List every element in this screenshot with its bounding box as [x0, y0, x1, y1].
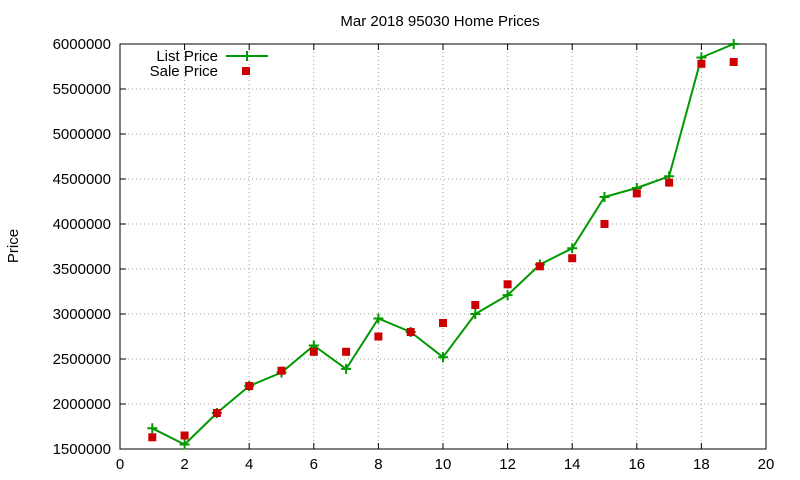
data-point-sale-price [471, 301, 480, 309]
y-tick-label: 2500000 [53, 351, 111, 368]
legend-marker-sale-price [242, 67, 250, 75]
data-point-list-price [502, 290, 513, 301]
data-point-sale-price [245, 382, 254, 390]
data-point-list-price [599, 192, 610, 202]
x-tick-label: 12 [499, 456, 516, 473]
data-point-sale-price [439, 319, 447, 327]
grid-layer [120, 44, 766, 449]
x-tick-label: 2 [180, 456, 188, 473]
data-point-sale-price [180, 431, 189, 440]
ticks-layer: 0 2 4 6 8 10 12 14 16 18 20 1500000 2000000 2500000 30… [53, 36, 775, 473]
data-point-sale-price [665, 178, 674, 187]
legend-label-list-price: List Price [156, 48, 218, 65]
y-tick-label: 6000000 [53, 36, 111, 53]
y-axis-label: Price [5, 229, 22, 263]
x-tick-label: 4 [245, 456, 253, 473]
legend-marker-list-price [242, 51, 252, 61]
y-tick-label: 4000000 [53, 216, 111, 233]
y-tick-label: 1500000 [53, 441, 111, 458]
x-tick-label: 8 [374, 456, 382, 473]
data-point-sale-price [535, 262, 544, 271]
x-tick-label: 20 [758, 456, 775, 473]
chart-title: Mar 2018 95030 Home Prices [340, 13, 539, 30]
data-point-sale-price [309, 347, 318, 356]
data-point-sale-price [148, 433, 157, 442]
data-point-sale-price [212, 409, 221, 417]
data-point-sale-price [277, 366, 286, 375]
data-point-list-price [728, 39, 739, 49]
x-tick-label: 16 [628, 456, 645, 473]
data-point-sale-price [342, 347, 351, 356]
data-point-sale-price [600, 220, 609, 228]
data-point-sale-price [503, 280, 512, 289]
x-tick-label: 0 [116, 456, 124, 473]
y-tick-label: 5500000 [53, 81, 111, 98]
data-point-list-price [470, 309, 481, 319]
legend: List Price Sale Price [150, 48, 268, 80]
x-tick-label: 6 [310, 456, 318, 473]
x-tick-label: 14 [564, 456, 581, 473]
y-tick-label: 3500000 [53, 261, 111, 278]
y-tick-label: 5000000 [53, 126, 111, 143]
data-point-list-price [147, 423, 158, 434]
data-point-sale-price [729, 58, 738, 66]
data-point-list-price [179, 439, 190, 450]
x-tick-label: 18 [693, 456, 710, 473]
data-point-list-price [438, 352, 448, 363]
data-point-sale-price [374, 332, 383, 341]
data-point-sale-price [406, 328, 415, 336]
data-point-sale-price [632, 189, 641, 198]
data-point-list-price [341, 363, 352, 374]
x-tick-label: 10 [435, 456, 452, 473]
y-tick-label: 3000000 [53, 306, 111, 323]
data-point-list-price [373, 313, 384, 324]
data-point-sale-price [568, 254, 577, 263]
data-point-list-price [567, 243, 578, 254]
y-tick-label: 4500000 [53, 171, 111, 188]
data-point-sale-price [697, 59, 706, 68]
series-layer [147, 39, 739, 450]
y-tick-label: 2000000 [53, 396, 111, 413]
legend-label-sale-price: Sale Price [150, 63, 218, 80]
